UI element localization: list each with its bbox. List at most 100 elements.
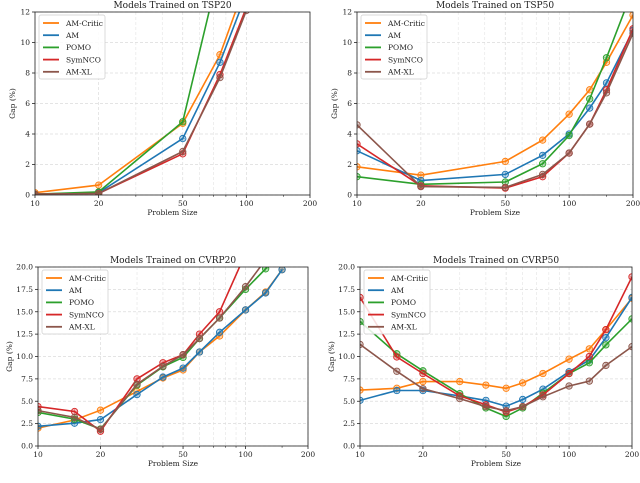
x-axis-label: Problem Size: [470, 208, 521, 217]
y-tick-label: 0: [25, 191, 30, 200]
data-point-cross: [587, 360, 592, 365]
y-axis-label: Gap (%): [330, 88, 339, 119]
data-point-cross: [629, 316, 632, 322]
legend-label: AM-XL: [390, 323, 417, 332]
data-point-cross: [503, 159, 508, 164]
series-line-AM: [360, 296, 632, 408]
y-tick-label: 20.0: [338, 263, 355, 272]
y-tick-label: 5.0: [343, 397, 355, 406]
series-group: [38, 174, 286, 435]
legend-box: [41, 269, 109, 335]
data-point-cross: [197, 336, 202, 341]
data-point-cross: [587, 105, 592, 111]
data-point-cross: [72, 409, 77, 414]
data-point-cross: [457, 396, 462, 401]
legend-label: POMO: [391, 298, 416, 307]
data-point-cross: [540, 153, 545, 158]
x-axis-label: Problem Size: [147, 208, 198, 217]
data-point-cross: [603, 335, 609, 340]
data-point-cross: [587, 346, 592, 352]
legend-label: AM-XL: [65, 68, 92, 77]
data-point-cross: [263, 211, 267, 215]
y-tick-label: 5.0: [21, 397, 33, 406]
legend-label: AM-Critic: [390, 274, 428, 283]
data-point-cross: [630, 12, 633, 18]
legend-box: [363, 269, 431, 335]
x-tick-label: 50: [178, 450, 188, 459]
y-tick-label: 10.0: [16, 352, 33, 361]
x-tick-label: 100: [562, 450, 577, 459]
data-point-cross: [566, 111, 572, 117]
series-group: [357, 12, 633, 192]
data-point-cross: [540, 386, 546, 392]
data-point-cross: [357, 148, 360, 153]
data-point-cross: [360, 295, 363, 300]
data-point-cross: [38, 425, 41, 431]
series-line-AM: [357, 29, 633, 182]
legend-label: AM-XL: [68, 323, 95, 332]
data-point-cross: [540, 371, 546, 376]
legend-label: SymNCO: [388, 55, 423, 64]
data-point-cross: [217, 330, 222, 335]
data-point-cross: [566, 371, 572, 376]
subplot-3: 10 20 50 100 2000.02.55.07.510.012.515.017.5…: [5, 174, 315, 468]
x-tick-label: 20: [416, 199, 426, 208]
data-point-cross: [357, 164, 360, 169]
chart-title: Models Trained on TSP50: [436, 1, 554, 11]
data-point-cross: [280, 247, 284, 251]
data-point-cross: [503, 185, 508, 190]
data-point-cross: [483, 382, 489, 388]
data-point-cross: [217, 315, 222, 321]
y-tick-label: 15.0: [338, 307, 355, 316]
y-tick-label: 12: [342, 8, 352, 17]
y-tick-label: 12.5: [338, 330, 355, 339]
data-point: [243, 12, 250, 15]
data-point-cross: [360, 342, 363, 347]
data-point-cross: [243, 307, 248, 313]
legend-label: POMO: [69, 298, 94, 307]
data-point-cross: [604, 90, 609, 96]
y-tick-label: 20.0: [16, 263, 33, 272]
y-tick-label: 10: [342, 38, 352, 47]
y-tick-label: 10: [20, 38, 30, 47]
subplot-1: 10 20 50 100 200 0 2 4 6 8 10 12 Models Trained on T…: [8, 1, 317, 217]
subplot-2: 10 20 50 100 200 0 2 4 6 8 10 12 Models Trained on T…: [330, 1, 640, 217]
data-point-cross: [604, 55, 609, 60]
data-point-cross: [587, 96, 592, 102]
data-point-cross: [566, 383, 572, 389]
x-tick-label: 20: [96, 450, 106, 459]
series-line-POMO: [360, 318, 632, 418]
data-point-cross: [134, 376, 140, 382]
legend-label: AM-Critic: [68, 274, 106, 283]
data-point: [262, 210, 268, 216]
legend-label: POMO: [388, 43, 413, 52]
legend-box: [38, 14, 106, 80]
legend-label: AM-Critic: [65, 19, 103, 28]
data-point-cross: [540, 161, 545, 166]
x-tick-label: 10: [355, 450, 365, 459]
data-point: [279, 246, 285, 252]
legend-label: POMO: [66, 43, 91, 52]
data-point-cross: [457, 379, 462, 384]
data-point-cross: [587, 378, 592, 384]
legend: AM-Critic AM POMO SymNCO AM-XL: [41, 269, 109, 335]
data-point-cross: [98, 408, 103, 413]
x-tick-label: 200: [625, 450, 640, 459]
data-point-cross: [263, 290, 268, 296]
y-tick-label: 8: [25, 69, 30, 78]
data-point-cross: [520, 397, 525, 402]
data-point-cross: [357, 141, 360, 147]
data-point-cross: [566, 150, 572, 156]
y-tick-label: 6: [25, 99, 30, 108]
x-tick-label: 10: [30, 199, 40, 208]
data-point-cross: [72, 420, 77, 426]
data-point-cross: [180, 119, 185, 124]
x-tick-label: 100: [238, 450, 253, 459]
data-point-cross: [38, 410, 41, 415]
legend: AM-Critic AM POMO SymNCO AM-XL: [363, 269, 431, 335]
data-point-cross: [357, 122, 360, 128]
data-point: [279, 174, 285, 180]
x-axis-label: Problem Size: [471, 459, 522, 468]
data-point-cross: [520, 404, 525, 409]
data-point-cross: [420, 371, 426, 376]
